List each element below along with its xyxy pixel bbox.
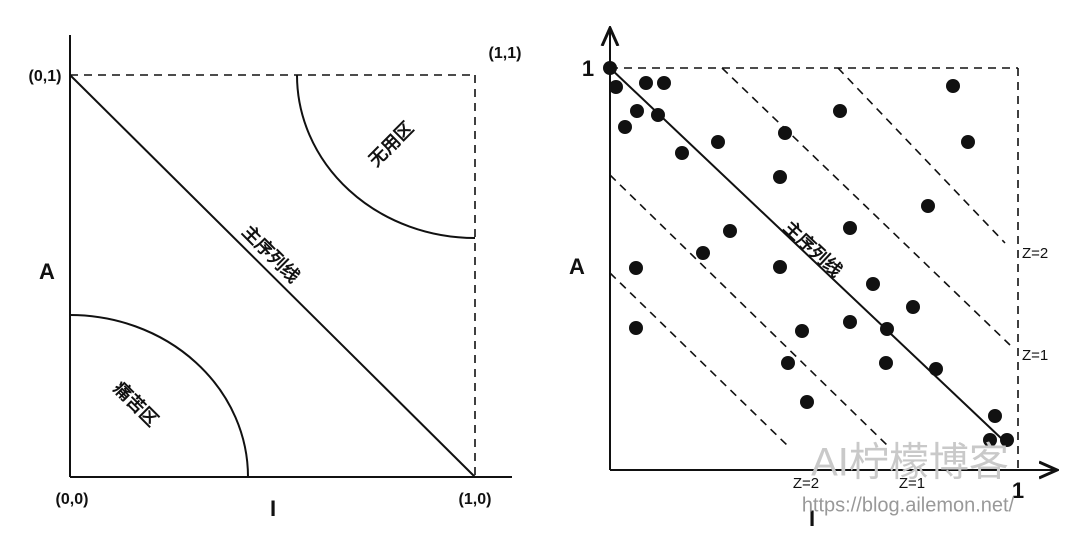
main-sequence-line [609,67,1004,441]
point [946,79,960,93]
main-sequence-line [69,74,476,478]
point [651,108,665,122]
point [696,246,710,260]
point [879,356,893,370]
main-sequence-label: 主序列线 [780,216,847,280]
point [778,126,792,140]
point [723,224,737,238]
point [1000,433,1014,447]
corner-label: (0,0) [56,491,89,508]
corner-label: (1,1) [489,45,522,62]
point [921,199,935,213]
z-line [837,67,1006,244]
z-line [721,67,1011,346]
z-label: Z=2 [1022,245,1048,262]
left-diagram: (0,1) (1,1) (0,0) (1,0) A I 无用区 痛苦区 主序列线 [29,35,522,521]
z-line [609,174,891,449]
z-label: Z=1 [1022,347,1048,364]
point [630,104,644,118]
point [609,80,623,94]
z-label: Z=2 [793,475,819,492]
y-label: A [569,254,585,279]
point [657,76,671,90]
zone-label: 痛苦区 [110,377,163,430]
point [795,324,809,338]
pain-arc [69,314,249,478]
point [833,104,847,118]
point [800,395,814,409]
z-line [609,272,791,449]
point [843,221,857,235]
point [773,260,787,274]
z-label: Z=1 [899,475,925,492]
y-label: A [39,259,55,284]
point [603,61,617,75]
point [866,277,880,291]
point [843,315,857,329]
point [988,409,1002,423]
points [603,61,1014,447]
point [675,146,689,160]
main-sequence-label: 主序列线 [238,221,304,287]
point [618,120,632,134]
point [880,322,894,336]
point [929,362,943,376]
point [961,135,975,149]
point [781,356,795,370]
point [629,321,643,335]
y-max-label: 1 [582,56,594,81]
point [906,300,920,314]
point [983,433,997,447]
useless-arc [296,74,476,239]
point [773,170,787,184]
watermark-title: AI柠檬博客 [811,441,1009,485]
point [639,76,653,90]
corner-label: (1,0) [459,491,492,508]
x-label: I [270,496,276,521]
zone-label: 无用区 [365,118,417,170]
point [711,135,725,149]
x-label: I [809,506,815,531]
corner-label: (0,1) [29,68,62,85]
x-max-label: 1 [1012,478,1024,503]
point [629,261,643,275]
watermark-url: https://blog.ailemon.net/ [802,494,1015,516]
